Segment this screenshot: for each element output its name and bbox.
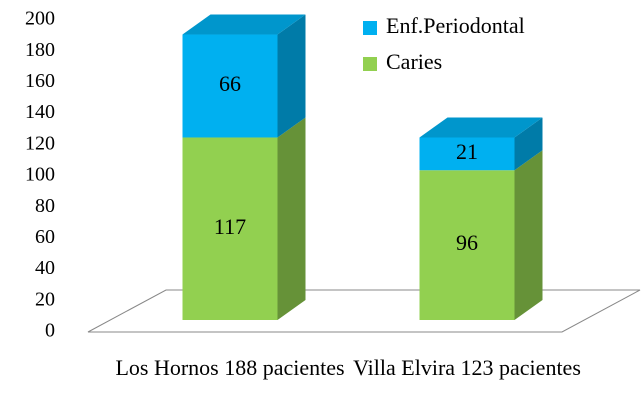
- bar-side: [277, 117, 306, 320]
- legend-label: Enf.Periodontal: [386, 13, 525, 38]
- bar: [182, 34, 278, 138]
- y-tick-label: 180: [25, 39, 55, 61]
- y-tick-label: 80: [35, 195, 55, 217]
- y-tick-label: 60: [35, 226, 55, 248]
- y-tick-label: 0: [45, 320, 55, 342]
- bar: [419, 137, 515, 171]
- value-label: 96: [456, 230, 478, 255]
- value-label: 66: [219, 71, 241, 96]
- value-label: 21: [456, 139, 478, 164]
- bar: [419, 170, 515, 320]
- y-tick-label: 120: [25, 132, 55, 154]
- y-tick-label: 100: [25, 164, 55, 186]
- x-tick-label: Villa Elvira 123 pacientes: [353, 355, 581, 380]
- bar-side: [514, 150, 543, 320]
- bar-side: [277, 14, 306, 138]
- y-tick-label: 200: [25, 8, 55, 30]
- y-tick-label: 140: [25, 101, 55, 123]
- legend-swatch: [363, 57, 377, 71]
- floor: [87, 289, 641, 333]
- x-tick-label: Los Hornos 188 pacientes: [115, 355, 345, 380]
- legend-swatch: [363, 21, 377, 35]
- bar-top: [182, 14, 306, 35]
- y-tick-label: 160: [25, 70, 55, 92]
- legend-label: Caries: [386, 49, 442, 74]
- y-tick-label: 20: [35, 288, 55, 310]
- y-tick-label: 40: [35, 257, 55, 279]
- bar: [182, 137, 278, 320]
- bar-side: [514, 117, 543, 171]
- value-label: 117: [214, 214, 246, 239]
- bar-top: [419, 117, 543, 138]
